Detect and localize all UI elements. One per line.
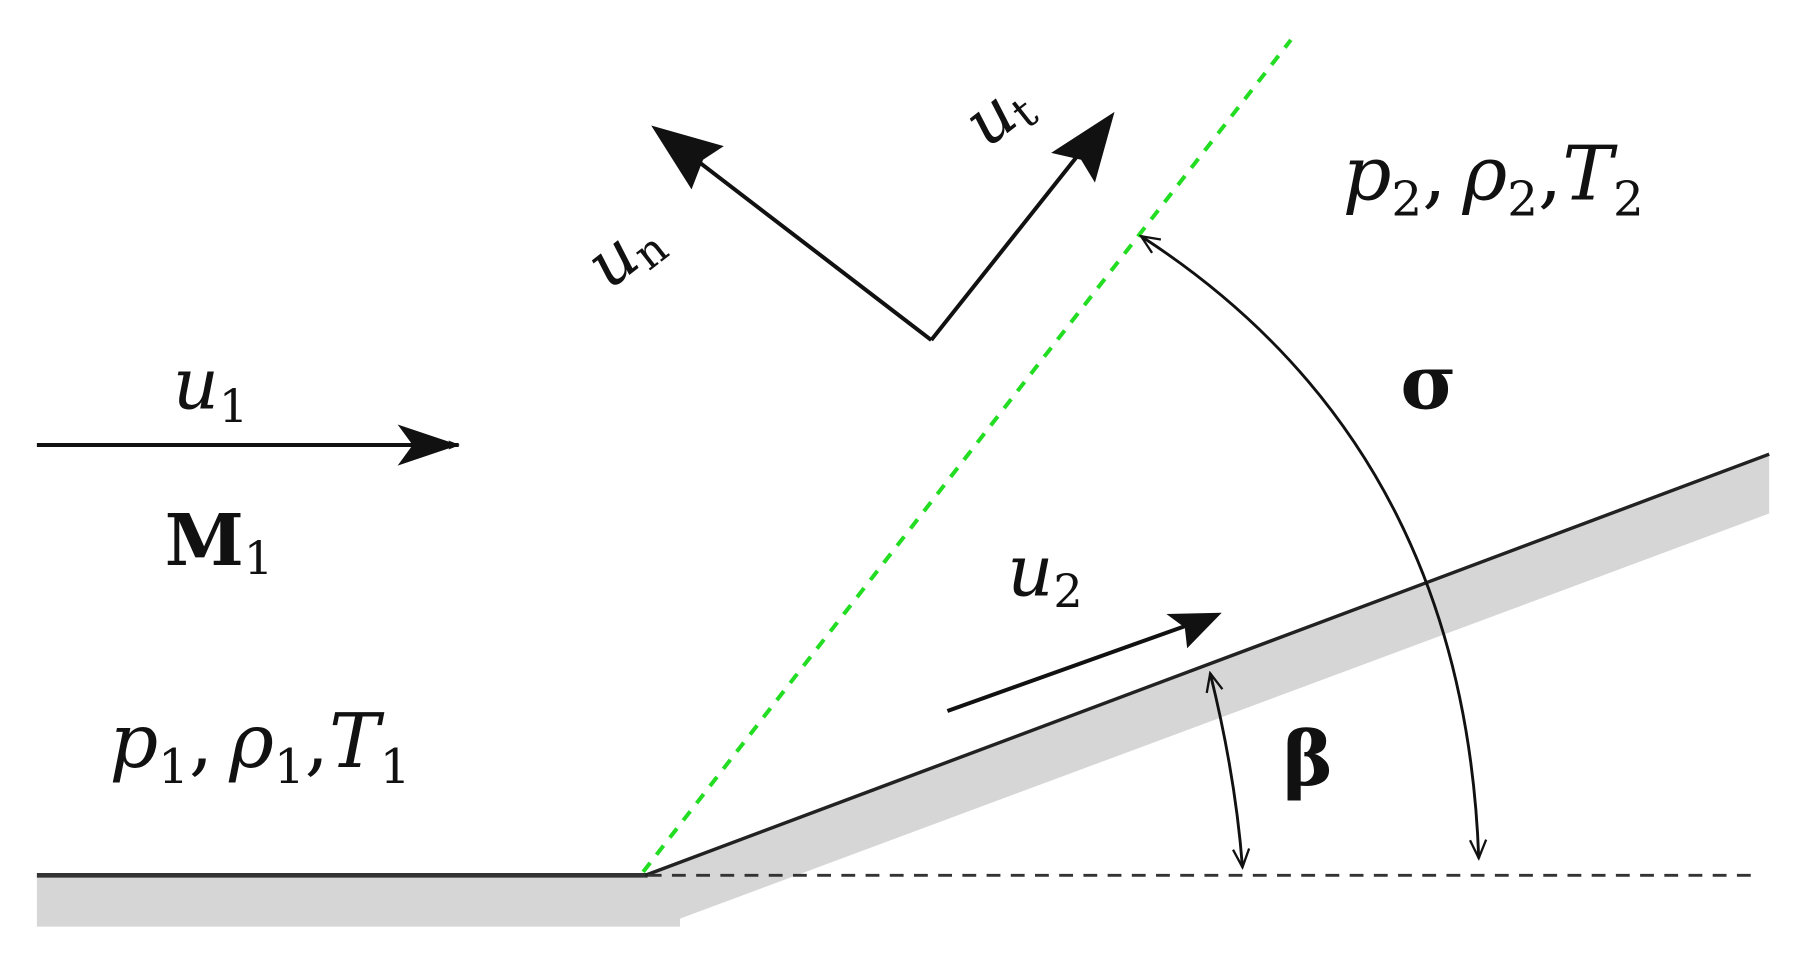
shock-wave-line xyxy=(641,38,1293,874)
beta-angle-arc xyxy=(1210,673,1242,867)
sigma-label: σ xyxy=(1400,338,1456,427)
un-label: un xyxy=(571,199,678,307)
u1-label: u1 xyxy=(173,343,248,433)
beta-label: β xyxy=(1283,714,1334,803)
m1-label: M1 xyxy=(165,498,273,585)
un-arrowhead xyxy=(651,125,724,190)
un-arrow xyxy=(690,154,933,342)
ut-arrow xyxy=(929,147,1085,342)
u2-label: u2 xyxy=(1007,530,1082,618)
ut-label: ut xyxy=(949,63,1048,165)
wedge-slab xyxy=(645,454,1770,927)
wedge-surface-line xyxy=(644,452,1770,877)
ut-arrowhead xyxy=(1051,111,1115,183)
downstream-state-label: p2, ρ2,T2 xyxy=(1343,130,1644,228)
sigma-angle-arc xyxy=(1141,236,1479,858)
upstream-state-label: p1, ρ1,T1 xyxy=(109,697,410,795)
u1-arrowhead xyxy=(397,424,459,466)
upstream-wall-slab xyxy=(36,875,681,927)
